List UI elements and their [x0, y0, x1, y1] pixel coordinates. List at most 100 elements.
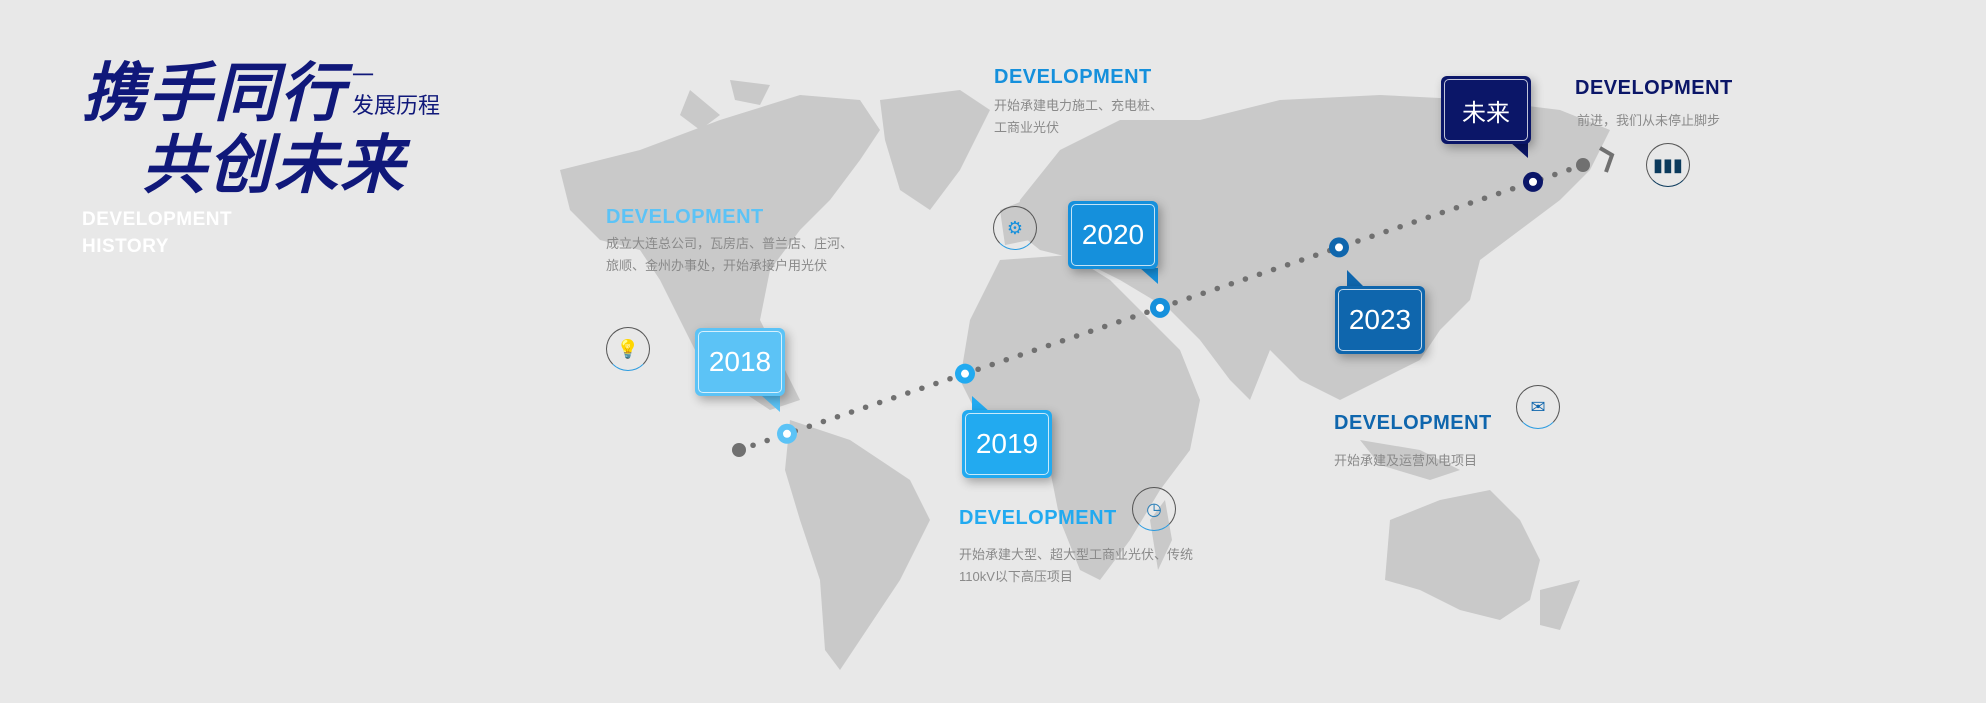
- timeline-dot: [1439, 209, 1446, 216]
- desc-line: 工商业光伏: [994, 120, 1060, 135]
- timeline-dot: [1116, 318, 1122, 325]
- timeline-dot: [1045, 342, 1052, 349]
- timeline-dot: [1312, 252, 1319, 259]
- timeline-dot: [1369, 233, 1375, 240]
- lightbulb-icon: 💡: [606, 327, 650, 371]
- milestone-2023-desc: 开始承建及运营风电项目: [1334, 453, 1478, 468]
- badge-pointer: [1140, 268, 1158, 284]
- timeline-dot: [989, 361, 995, 368]
- desc-line: 开始承建大型、超大型工商业光伏、传统: [959, 547, 1194, 562]
- title-line-1: 携手同行: [82, 56, 346, 131]
- timeline-dot: [1003, 356, 1010, 363]
- mail-icon: ✉: [1516, 385, 1560, 429]
- milestone-2019-heading: DEVELOPMENT: [959, 507, 1117, 529]
- milestone-marker-center: [961, 369, 969, 378]
- timeline-dot: [1214, 285, 1221, 292]
- milestone-future-desc: 前进，我们从未停止脚步: [1577, 113, 1721, 128]
- desc-line: 成立大连总公司，瓦房店、普兰店、庄河、: [606, 236, 854, 251]
- timeline-dot: [1453, 204, 1460, 211]
- timeline-dot: [1031, 347, 1038, 354]
- timeline-dot: [1467, 200, 1474, 206]
- timeline-dot: [947, 375, 953, 382]
- timeline-dot: [1566, 166, 1572, 173]
- timeline-dot: [1073, 333, 1080, 339]
- timeline-dot: [1200, 290, 1206, 297]
- timeline-end-dot: [1576, 158, 1590, 172]
- timeline-dot: [1017, 352, 1024, 358]
- timeline-dot: [1144, 309, 1150, 316]
- milestone-2020-heading: DEVELOPMENT: [994, 66, 1152, 88]
- timeline-dot: [1495, 190, 1502, 197]
- english-line-1: DEVELOPMENT: [82, 209, 233, 230]
- milestone-marker-center: [1156, 303, 1164, 312]
- gear-icon: ⚙: [993, 206, 1037, 250]
- timeline-dot: [975, 366, 981, 373]
- timeline-dot: [1284, 261, 1291, 268]
- subtitle: 发展历程: [352, 93, 441, 118]
- timeline-dot: [834, 413, 841, 420]
- timeline-dot: [1270, 266, 1277, 273]
- timeline-dot: [1059, 337, 1066, 344]
- clock-icon: ◷: [1132, 487, 1176, 531]
- timeline-dot: [1101, 323, 1108, 330]
- title-line-2: 共创未来: [142, 128, 406, 203]
- timeline-dot: [820, 418, 827, 425]
- timeline-dot: [1397, 223, 1403, 230]
- bar-chart-icon: ▮▮▮: [1646, 143, 1690, 187]
- timeline-dot: [905, 390, 911, 396]
- milestone-future-heading: DEVELOPMENT: [1575, 77, 1733, 99]
- timeline-dot: [1509, 185, 1516, 192]
- badge-pointer: [1510, 142, 1528, 158]
- timeline-dot: [890, 394, 897, 401]
- timeline-dot: [1186, 295, 1192, 301]
- milestone-2018-heading: DEVELOPMENT: [606, 206, 764, 228]
- badge-pointer: [1347, 270, 1365, 288]
- timeline-dot: [764, 437, 770, 444]
- timeline-dot: [806, 423, 813, 430]
- badge-pointer: [762, 396, 780, 412]
- milestone-2020-desc: 开始承建电力施工、充电桩、 工商业光伏: [994, 95, 1163, 139]
- timeline-dot: [876, 399, 883, 406]
- timeline-dot: [1087, 328, 1094, 335]
- chevron-right-icon: [1598, 146, 1615, 173]
- timeline-dot: [1242, 276, 1249, 282]
- year-badge-2019[interactable]: 2019: [962, 410, 1052, 478]
- dash: 一: [352, 63, 375, 88]
- timeline-dot: [1425, 214, 1432, 221]
- desc-line: 开始承建电力施工、充电桩、: [994, 98, 1164, 113]
- timeline-dot: [1172, 299, 1178, 306]
- milestone-marker-center: [783, 429, 791, 438]
- english-line-2: HISTORY: [82, 236, 169, 257]
- timeline-dot: [848, 409, 855, 415]
- timeline-dot: [1481, 195, 1488, 202]
- timeline-dot: [933, 380, 939, 387]
- milestone-marker-center: [1335, 243, 1343, 252]
- timeline-dot: [1298, 257, 1305, 263]
- title-calligraphy: 携手同行 共创未来: [82, 58, 406, 202]
- milestone-2019-desc: 开始承建大型、超大型工商业光伏、传统 110kV以下高压项目: [959, 544, 1193, 588]
- year-badge-2018[interactable]: 2018: [695, 328, 785, 396]
- timeline-dot: [1552, 171, 1558, 178]
- timeline-dot: [1130, 314, 1136, 320]
- timeline-dot: [1256, 271, 1263, 278]
- timeline-dot: [919, 385, 925, 392]
- timeline-dot: [750, 442, 756, 449]
- timeline-dot: [1383, 228, 1389, 235]
- timeline-dot: [1355, 238, 1361, 244]
- desc-line: 110kV以下高压项目: [959, 569, 1073, 584]
- year-badge-future[interactable]: 未来: [1441, 76, 1531, 144]
- milestone-2018-desc: 成立大连总公司，瓦房店、普兰店、庄河、 旅顺、金州办事处，开始承接户用光伏: [606, 233, 853, 277]
- milestone-marker-center: [1529, 177, 1537, 186]
- timeline-dot: [862, 404, 869, 411]
- badge-pointer: [972, 396, 990, 412]
- year-badge-2020[interactable]: 2020: [1068, 201, 1158, 269]
- timeline-dot: [1228, 280, 1235, 287]
- milestone-2023-heading: DEVELOPMENT: [1334, 412, 1492, 434]
- timeline-start-dot: [732, 443, 746, 457]
- year-badge-2023[interactable]: 2023: [1335, 286, 1425, 354]
- desc-line: 旅顺、金州办事处，开始承接户用光伏: [606, 258, 828, 273]
- timeline-dot: [1411, 219, 1417, 225]
- english-title: DEVELOPMENT HISTORY: [82, 206, 232, 260]
